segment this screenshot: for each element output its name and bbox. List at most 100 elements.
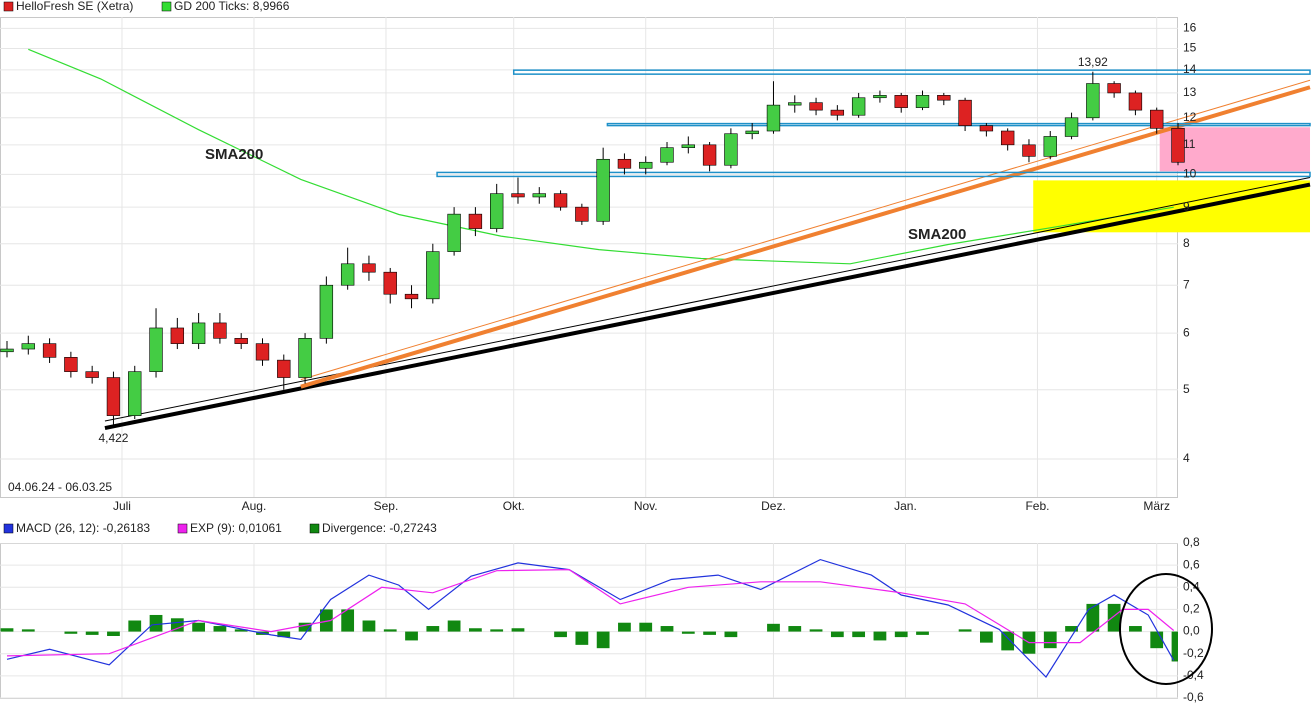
candle-body (42, 343, 57, 358)
divergence-bar (767, 623, 780, 632)
x-tick-label: Dez. (761, 499, 786, 513)
x-tick-label: Okt. (503, 499, 525, 513)
candle-body (511, 193, 525, 198)
divergence-bar (341, 609, 355, 632)
candle-body (1043, 136, 1057, 157)
candle-body (1064, 117, 1079, 137)
divergence-bar (85, 631, 99, 635)
divergence-bar (149, 614, 163, 632)
x-tick-label: Sep. (374, 499, 399, 513)
zone (1033, 180, 1311, 233)
level-line (512, 69, 1311, 75)
y-tick-label: -0,4 (1183, 668, 1204, 682)
divergence-bar (234, 629, 248, 632)
y-tick-label: 0,4 (1183, 579, 1200, 593)
divergence-bar (426, 626, 440, 632)
candle-body (128, 371, 142, 416)
divergence-bar (0, 628, 14, 632)
divergence-bar (1171, 631, 1178, 662)
y-tick-label: 7 (1183, 277, 1190, 291)
divergence-bar (213, 626, 227, 632)
y-tick-label: 8 (1183, 236, 1190, 250)
candle-body (958, 99, 972, 126)
divergence-bar (1043, 631, 1057, 649)
divergence-bar (107, 631, 120, 636)
candle-body (0, 348, 14, 353)
x-tick-label: Aug. (242, 499, 267, 513)
divergence-bar (788, 626, 802, 632)
y-tick-label: 6 (1183, 325, 1190, 339)
y-tick-label: 11 (1183, 137, 1196, 151)
candle-body (255, 343, 270, 361)
candle-body (575, 206, 589, 222)
candle-body (788, 102, 802, 106)
candle-body (21, 343, 35, 350)
level-line (436, 171, 1311, 178)
x-tick-label: Nov. (634, 499, 658, 513)
candle-body (809, 102, 823, 111)
candle-body (1128, 92, 1143, 111)
candle-body (766, 104, 781, 132)
candle-body (383, 271, 397, 295)
legend-swatch (3, 523, 14, 534)
divergence-bar (724, 631, 738, 638)
candle-body (149, 327, 163, 372)
y-tick-label: 0,6 (1183, 557, 1200, 571)
divergence-bar (1107, 603, 1121, 632)
labels: 4 5 6 7 8 9 10 11 12 13 14 15 16 Juli Aug. Sep. Okt. Nov.… (3, 0, 1204, 704)
y-tick-label: 12 (1183, 110, 1197, 124)
candle-body (702, 144, 717, 166)
legend-label: MACD (26, 12): -0,26183 (16, 521, 150, 535)
divergence-bar (873, 631, 887, 641)
candle-body (426, 251, 440, 300)
x-tick-label: Feb. (1025, 499, 1049, 513)
divergence-bar (894, 631, 908, 638)
y-tick-label: 0,2 (1183, 602, 1200, 616)
sma-line (28, 48, 1174, 265)
candle-body (915, 95, 930, 108)
candle-body (1150, 109, 1164, 129)
candle-body (681, 144, 695, 148)
divergence-bar (277, 631, 291, 638)
candle-body (553, 193, 568, 208)
candle-body (106, 377, 121, 416)
y-tick-label: -0,6 (1183, 690, 1204, 704)
candle-body (191, 322, 206, 344)
y-tick-label: 16 (1183, 21, 1197, 35)
candle-body (234, 338, 248, 344)
annotation: SMA200 (205, 146, 263, 163)
y-tick-label: 10 (1183, 167, 1197, 181)
divergence-bar (554, 631, 567, 638)
candle-body (724, 133, 738, 166)
divergence-bar (830, 631, 844, 638)
divergence-bar (575, 631, 589, 645)
macd-line (6, 558, 1175, 678)
divergence-bar (469, 628, 482, 632)
candle-body (85, 371, 99, 378)
extreme-label: 4,422 (98, 431, 128, 445)
divergence-bar (1001, 631, 1015, 651)
legend-swatch (3, 1, 14, 12)
candle-body (298, 338, 312, 378)
date-range: 04.06.24 - 06.03.25 (8, 480, 112, 494)
macd-line (6, 568, 1175, 657)
divergence-bar (681, 631, 695, 634)
y-tick-label: 5 (1183, 382, 1190, 396)
divergence-bar (405, 631, 418, 641)
candle-body (1171, 128, 1185, 163)
divergence-bar (21, 629, 35, 632)
x-tick-label: Jan. (894, 499, 917, 513)
legend-label: HelloFresh SE (Xetra) (16, 0, 133, 13)
divergence-bar (128, 620, 142, 632)
candle-body (64, 357, 78, 372)
divergence-bar (64, 631, 78, 634)
divergence-bar (660, 626, 674, 632)
candle-body (1086, 83, 1100, 119)
candle-body (1022, 144, 1036, 157)
candle-body (596, 158, 610, 222)
divergence-bar (618, 622, 631, 632)
candle-body (1000, 130, 1015, 146)
candle-body (362, 263, 376, 273)
divergence-bar (703, 631, 716, 635)
